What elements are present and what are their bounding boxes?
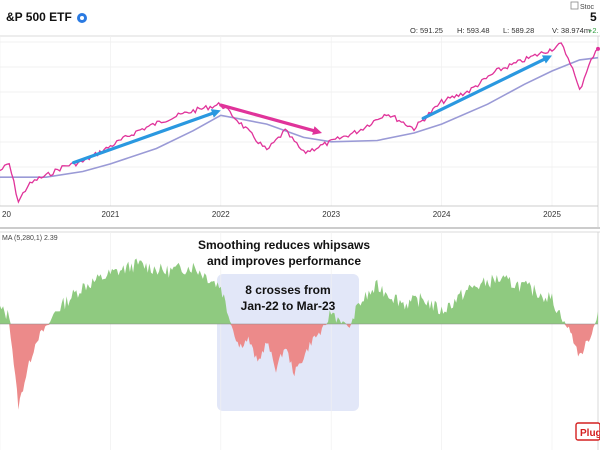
plugin-badge[interactable] bbox=[575, 422, 600, 441]
x-tick-label: 2021 bbox=[102, 210, 120, 219]
ohlc-item: L: 589.28 bbox=[503, 26, 534, 35]
price-line bbox=[0, 42, 599, 204]
logo-icon bbox=[570, 1, 579, 10]
annotation-smoothing-line2: and improves performance bbox=[207, 254, 361, 268]
ohlc-item: V: 38.974m bbox=[552, 26, 590, 35]
chart-header bbox=[0, 0, 600, 36]
last-price: 5 bbox=[590, 10, 597, 24]
logo-text: Stoc bbox=[580, 4, 595, 11]
arrow-head bbox=[541, 55, 552, 64]
indicator-gridlines bbox=[0, 232, 553, 450]
moving-average-line bbox=[0, 56, 599, 178]
annotation-smoothing-line1: Smoothing reduces whipsaws bbox=[198, 238, 370, 252]
ohlc-item: O: 591.25 bbox=[410, 26, 443, 35]
indicator-negative-area bbox=[0, 324, 598, 410]
annotation-crosses-line1: 8 crosses from bbox=[245, 283, 330, 297]
price-gridlines bbox=[0, 36, 598, 207]
arrow-shaft bbox=[71, 111, 214, 165]
arrow-head bbox=[312, 126, 322, 135]
trend-arrows bbox=[71, 55, 552, 165]
ohlc-readout: O: 591.25 H: 593.48 L: 589.28 V: 38.974m+2. bbox=[410, 26, 599, 35]
x-axis-ticks: 20 2021 2022 2023 2024 2025 bbox=[2, 210, 561, 219]
last-value-dot bbox=[596, 46, 600, 51]
price-panel: 20 2021 2022 2023 2024 2025 bbox=[0, 35, 600, 229]
arrow-shaft bbox=[219, 103, 315, 133]
ohlc-item: H: 593.48 bbox=[457, 26, 490, 35]
trend-arrow bbox=[71, 109, 221, 165]
x-tick-label: 2022 bbox=[212, 210, 230, 219]
trend-arrow bbox=[219, 103, 322, 135]
chart-title: &P 500 ETF bbox=[6, 10, 72, 24]
plugin-badge-text: Plug bbox=[580, 428, 600, 439]
info-icon[interactable] bbox=[77, 13, 87, 23]
x-tick-label: 20 bbox=[2, 210, 11, 219]
indicator-positive-area bbox=[0, 258, 598, 324]
annotation-crosses-line2: Jan-22 to Mar-23 bbox=[241, 299, 336, 313]
x-tick-label: 2024 bbox=[433, 210, 451, 219]
indicator-label: MA (5,280,1) 2.39 bbox=[2, 235, 58, 242]
arrow-head bbox=[210, 109, 221, 118]
ohlc-item: +2. bbox=[588, 26, 599, 35]
arrow-shaft bbox=[421, 57, 546, 120]
x-tick-label: 2023 bbox=[322, 210, 340, 219]
indicator-panel: MA (5,280,1) 2.39 Smoothing reduces whip… bbox=[0, 231, 600, 450]
x-tick-label: 2025 bbox=[543, 210, 561, 219]
trend-arrow bbox=[421, 55, 552, 120]
